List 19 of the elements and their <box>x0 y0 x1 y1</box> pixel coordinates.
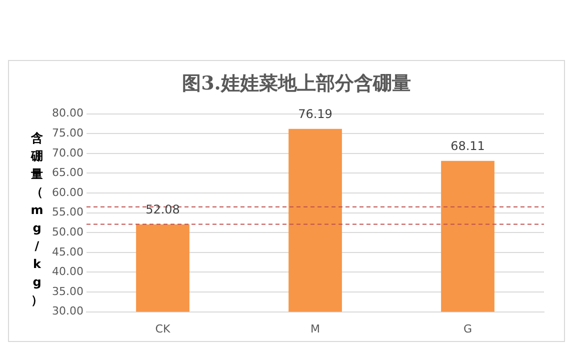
data-label: 68.11 <box>450 139 485 154</box>
x-tick-label: CK <box>155 322 171 336</box>
y-tick-label: 50.00 <box>52 225 84 238</box>
y-tick-label: 30.00 <box>52 304 84 318</box>
x-tick-label: M <box>310 322 320 336</box>
y-tick-label: 40.00 <box>52 265 84 278</box>
chart-title: 图3.娃娃菜地上部分含硼量 <box>182 72 411 94</box>
y-tick-label: 60.00 <box>52 186 84 199</box>
y-tick-label: 75.00 <box>52 126 84 140</box>
y-tick-label: 65.00 <box>52 166 84 180</box>
data-label: 76.19 <box>298 107 332 122</box>
text: 含硼量（mg/kg） <box>30 131 44 307</box>
y-tick-label: 45.00 <box>52 245 84 258</box>
x-tick-label: G <box>463 322 472 336</box>
data-label: 52.08 <box>146 202 180 216</box>
y-tick-label: 55.00 <box>52 206 84 219</box>
y-tick-label: 35.00 <box>52 284 84 298</box>
y-tick-label: 70.00 <box>52 146 84 160</box>
y-tick-label: 80.00 <box>52 106 84 120</box>
